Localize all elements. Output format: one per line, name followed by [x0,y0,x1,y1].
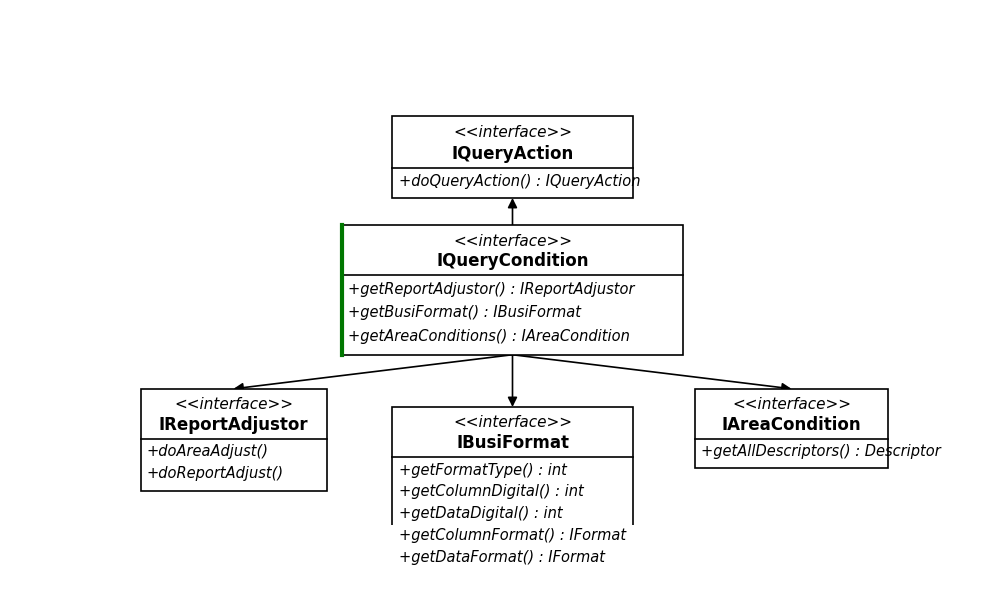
Text: <<interface>>: <<interface>> [174,397,293,412]
Bar [695,389,888,468]
Bar [140,389,326,491]
Text: +getColumnFormat() : IFormat: +getColumnFormat() : IFormat [399,528,626,543]
Text: +getAreaConditions() : IAreaCondition: +getAreaConditions() : IAreaCondition [348,329,630,343]
Text: <<interface>>: <<interface>> [453,126,572,140]
Text: +getDataDigital() : int: +getDataDigital() : int [399,506,562,522]
Text: IAreaCondition: IAreaCondition [722,416,861,434]
Text: +getReportAdjustor() : IReportAdjustor: +getReportAdjustor() : IReportAdjustor [348,282,635,297]
Text: IBusiFormat: IBusiFormat [456,434,569,452]
Text: +getDataFormat() : IFormat: +getDataFormat() : IFormat [399,550,605,565]
Bar [342,225,683,355]
Bar [392,407,633,575]
Text: <<interface>>: <<interface>> [732,397,851,412]
Text: IReportAdjustor: IReportAdjustor [159,416,308,434]
Text: IQueryAction: IQueryAction [451,145,574,163]
Text: +getAllDescriptors() : Descriptor: +getAllDescriptors() : Descriptor [701,444,941,459]
Text: <<interface>>: <<interface>> [453,234,572,249]
Text: +getBusiFormat() : IBusiFormat: +getBusiFormat() : IBusiFormat [348,305,581,320]
Text: +doQueryAction() : IQueryAction: +doQueryAction() : IQueryAction [399,173,640,189]
Text: IQueryCondition: IQueryCondition [436,253,589,270]
Text: +doAreaAdjust(): +doAreaAdjust() [147,444,269,460]
Text: +getColumnDigital() : int: +getColumnDigital() : int [399,484,583,500]
Text: +doReportAdjust(): +doReportAdjust() [147,466,284,481]
Bar [392,116,633,198]
Text: +getFormatType() : int: +getFormatType() : int [399,463,566,477]
Text: <<interface>>: <<interface>> [453,415,572,431]
